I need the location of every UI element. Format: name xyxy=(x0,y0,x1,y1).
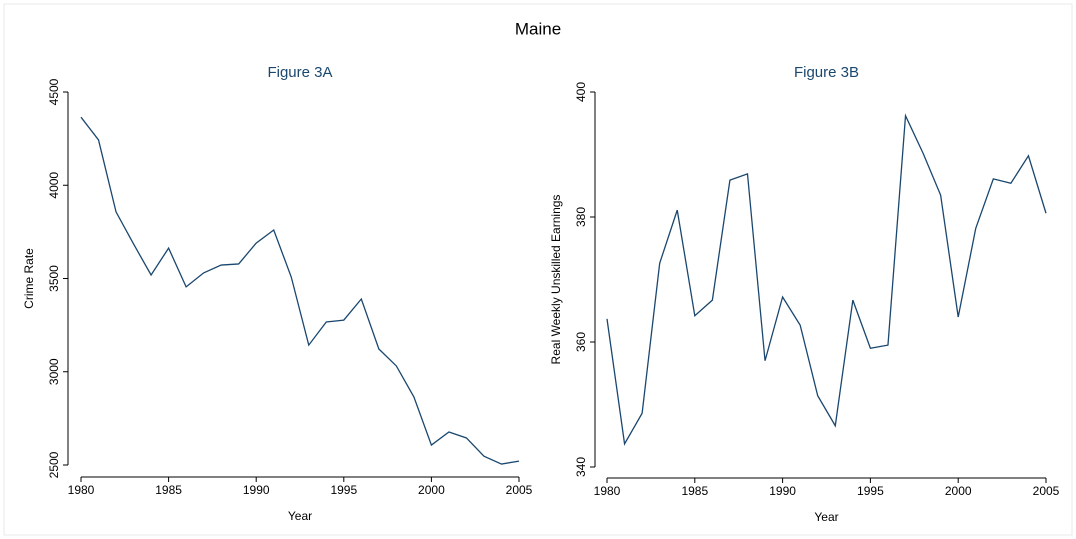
x-axis-label: Year xyxy=(814,510,838,524)
y-tick-label: 360 xyxy=(574,332,588,352)
x-tick-label: 2005 xyxy=(1033,484,1060,498)
y-tick-label: 3500 xyxy=(47,265,61,292)
y-tick-label: 4000 xyxy=(47,172,61,199)
y-tick-label: 340 xyxy=(574,457,588,477)
x-axis-label: Year xyxy=(288,509,312,523)
chart-title: Figure 3A xyxy=(267,64,332,81)
x-tick-label: 1985 xyxy=(681,484,708,498)
figure-title: Maine xyxy=(515,19,561,38)
x-tick-label: 1980 xyxy=(594,484,621,498)
y-tick-label: 2500 xyxy=(47,451,61,478)
y-axis-label: Real Weekly Unskilled Earnings xyxy=(549,195,563,365)
y-tick-label: 4500 xyxy=(47,78,61,105)
data-line xyxy=(80,116,520,465)
x-tick-label: 1990 xyxy=(243,483,270,497)
chart-title: Figure 3B xyxy=(794,64,859,81)
x-tick-label: 2000 xyxy=(945,484,972,498)
x-tick-label: 1985 xyxy=(155,483,182,497)
x-tick-label: 1980 xyxy=(68,483,95,497)
y-tick-label: 400 xyxy=(574,82,588,102)
x-tick-label: 1995 xyxy=(857,484,884,498)
y-tick-label: 380 xyxy=(574,207,588,227)
x-tick-label: 2000 xyxy=(418,483,445,497)
x-tick-label: 1995 xyxy=(330,483,357,497)
y-axis-label: Crime Rate xyxy=(22,248,36,309)
x-tick-label: 2005 xyxy=(506,483,533,497)
data-line xyxy=(606,113,1047,446)
figure-frame xyxy=(3,3,1073,536)
y-tick-label: 3000 xyxy=(47,358,61,385)
x-tick-label: 1990 xyxy=(769,484,796,498)
